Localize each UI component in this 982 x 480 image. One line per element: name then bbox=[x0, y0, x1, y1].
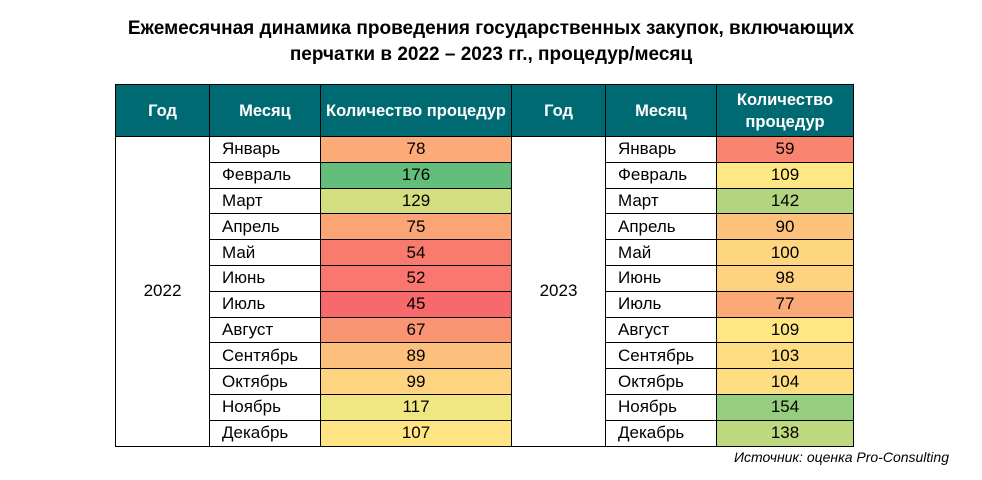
month-cell: Июнь bbox=[605, 264, 717, 292]
table-row: Февраль 176 Февраль 109 bbox=[116, 161, 854, 189]
value-cell: 52 bbox=[320, 264, 512, 292]
table-row: Сентябрь 89 Сентябрь 103 bbox=[116, 342, 854, 370]
value-cell: 100 bbox=[716, 239, 854, 266]
value-cell: 107 bbox=[320, 419, 512, 447]
value-cell: 129 bbox=[320, 187, 512, 215]
year-cell: 2022 bbox=[115, 136, 210, 447]
table-row: Июнь 52 Июнь 98 bbox=[116, 264, 854, 292]
month-cell: Март bbox=[209, 187, 321, 215]
month-cell: Ноябрь bbox=[209, 393, 321, 421]
month-cell: Январь bbox=[209, 136, 321, 163]
month-cell: Август bbox=[209, 316, 321, 344]
table-row: Май 54 Май 100 bbox=[116, 239, 854, 266]
table-row: Октябрь 99 Октябрь 104 bbox=[116, 368, 854, 395]
month-cell: Июль bbox=[209, 290, 321, 318]
value-cell: 90 bbox=[716, 213, 854, 241]
value-cell: 75 bbox=[320, 213, 512, 241]
value-cell: 89 bbox=[320, 342, 512, 370]
value-cell: 45 bbox=[320, 290, 512, 318]
month-cell: Декабрь bbox=[605, 419, 717, 447]
source-note: Источник: оценка Pro-Consulting bbox=[734, 449, 949, 465]
value-cell: 54 bbox=[320, 239, 512, 266]
chart-title-line-1: Ежемесячная динамика проведения государс… bbox=[127, 18, 855, 39]
value-cell: 117 bbox=[320, 393, 512, 421]
header-year: Год bbox=[115, 84, 210, 137]
month-cell: Июнь bbox=[209, 264, 321, 292]
table-body: 2022 Январь 78 2023 Январь 59 Февраль 176 Феврал… bbox=[115, 136, 854, 447]
month-cell: Октябрь bbox=[209, 368, 321, 395]
year-cell: 2023 bbox=[511, 136, 606, 447]
value-cell: 154 bbox=[716, 393, 854, 421]
header-count: Количество процедур bbox=[716, 84, 854, 137]
table-row: Апрель 75 Апрель 90 bbox=[116, 213, 854, 241]
table-row: Июль 45 Июль 77 bbox=[116, 290, 854, 318]
value-cell: 138 bbox=[716, 419, 854, 447]
month-cell: Сентябрь bbox=[209, 342, 321, 370]
header-year: Год bbox=[511, 84, 606, 137]
header-month: Месяц bbox=[209, 84, 321, 137]
chart-title: Ежемесячная динамика проведения государс… bbox=[0, 16, 982, 68]
value-cell: 109 bbox=[716, 316, 854, 344]
month-cell: Март bbox=[605, 187, 717, 215]
month-cell: Август bbox=[605, 316, 717, 344]
month-cell: Октябрь bbox=[605, 368, 717, 395]
month-cell: Май bbox=[209, 239, 321, 266]
month-cell: Апрель bbox=[605, 213, 717, 241]
value-cell: 104 bbox=[716, 368, 854, 395]
value-cell: 59 bbox=[716, 136, 854, 163]
chart-title-line-2: перчатки в 2022 – 2023 гг., процедур/мес… bbox=[289, 44, 693, 65]
value-cell: 142 bbox=[716, 187, 854, 215]
value-cell: 67 bbox=[320, 316, 512, 344]
month-cell: Январь bbox=[605, 136, 717, 163]
header-count: Количество процедур bbox=[320, 84, 512, 137]
value-cell: 103 bbox=[716, 342, 854, 370]
month-cell: Июль bbox=[605, 290, 717, 318]
table-row: Декабрь 107 Декабрь 138 bbox=[116, 419, 854, 447]
value-cell: 99 bbox=[320, 368, 512, 395]
value-cell: 176 bbox=[320, 161, 512, 189]
value-cell: 78 bbox=[320, 136, 512, 163]
month-cell: Май bbox=[605, 239, 717, 266]
month-cell: Апрель bbox=[209, 213, 321, 241]
month-cell: Февраль bbox=[605, 161, 717, 189]
value-cell: 77 bbox=[716, 290, 854, 318]
header-month: Месяц bbox=[605, 84, 717, 137]
value-cell: 98 bbox=[716, 264, 854, 292]
month-cell: Февраль bbox=[209, 161, 321, 189]
table-row: Март 129 Март 142 bbox=[116, 187, 854, 215]
table-row: 2022 Январь 78 2023 Январь 59 bbox=[115, 136, 854, 447]
month-cell: Декабрь bbox=[209, 419, 321, 447]
table-row: Август 67 Август 109 bbox=[116, 316, 854, 344]
table-header-row: Год Месяц Количество процедур Год Месяц … bbox=[115, 84, 854, 137]
table-row: Ноябрь 117 Ноябрь 154 bbox=[116, 393, 854, 421]
month-cell: Ноябрь bbox=[605, 393, 717, 421]
value-cell: 109 bbox=[716, 161, 854, 189]
month-cell: Сентябрь bbox=[605, 342, 717, 370]
procedures-table: Год Месяц Количество процедур Год Месяц … bbox=[115, 84, 854, 447]
